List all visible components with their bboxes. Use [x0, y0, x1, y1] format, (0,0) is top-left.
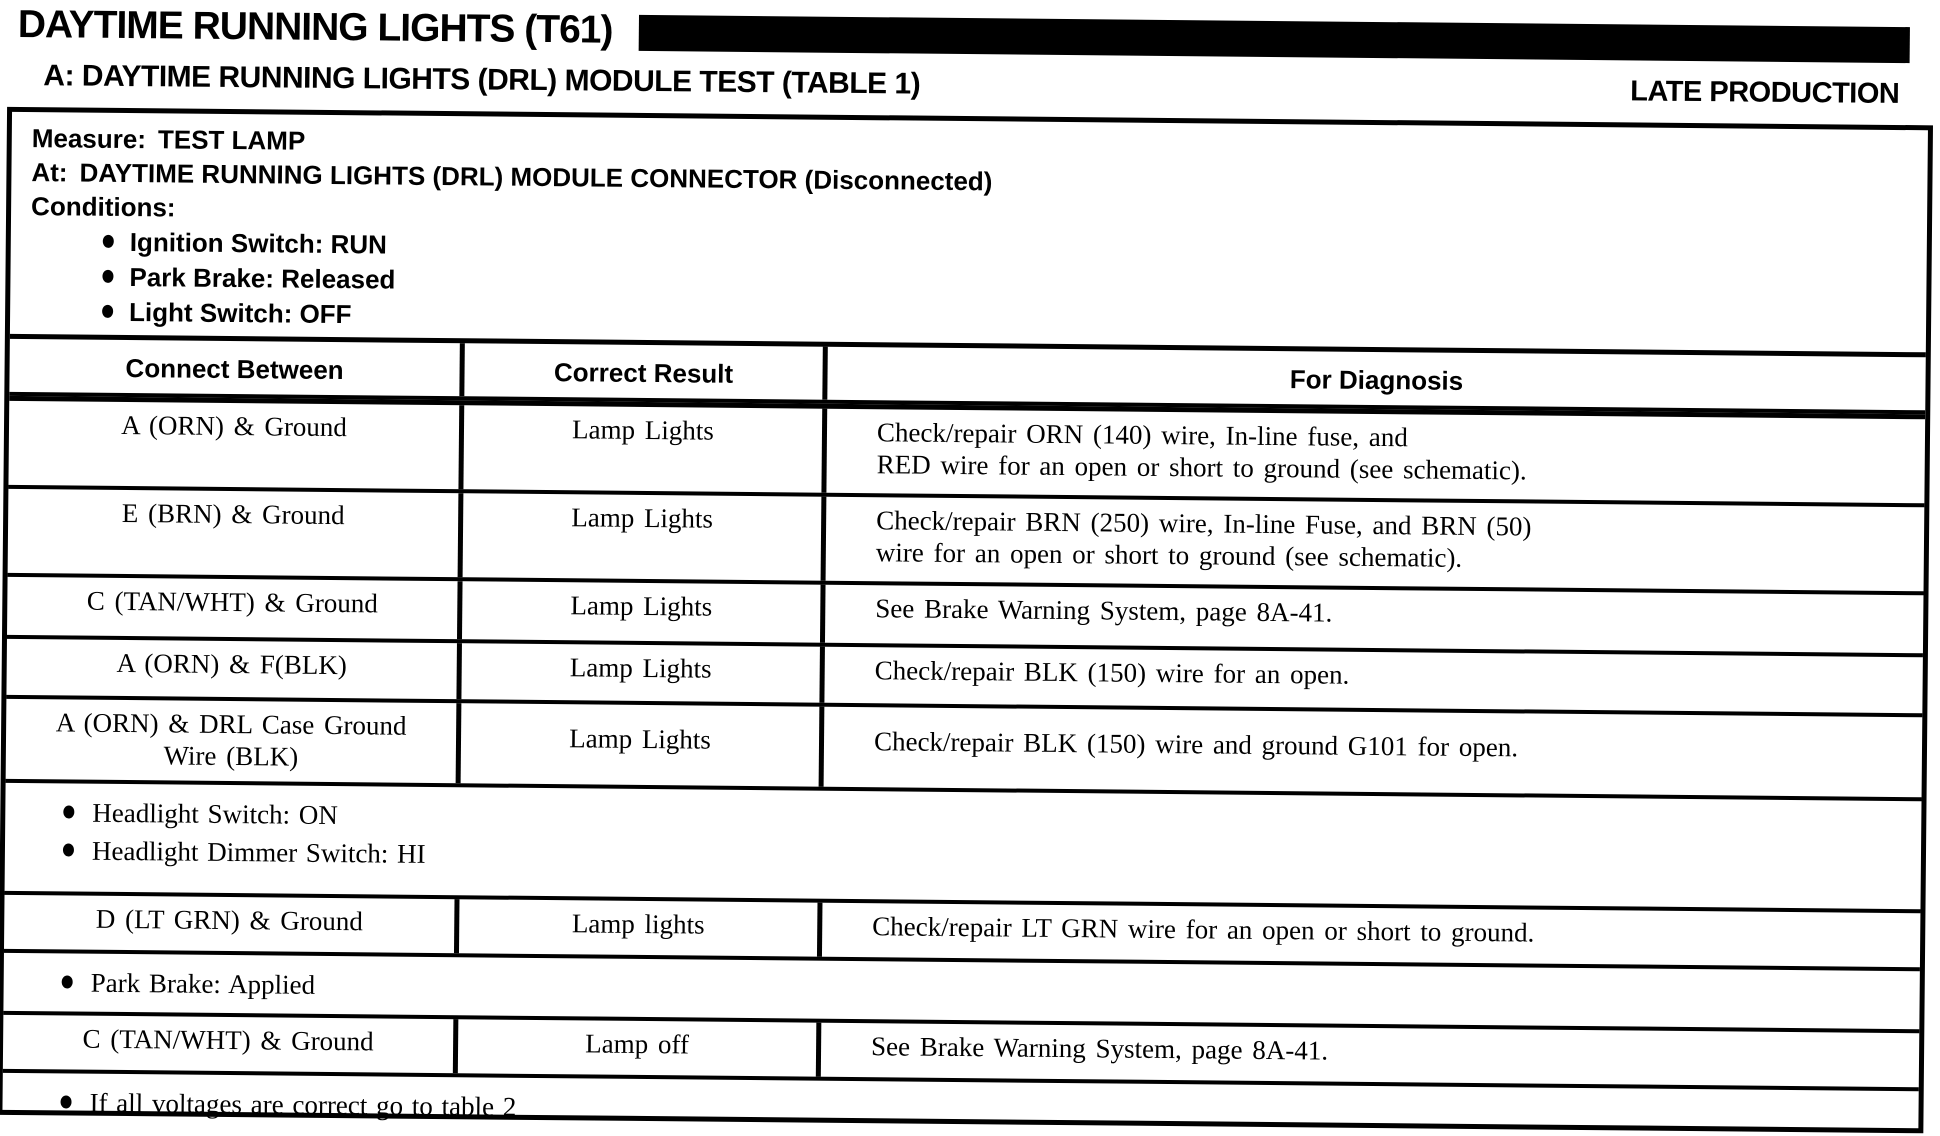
at-value: DAYTIME RUNNING LIGHTS (DRL) MODULE CONN… — [79, 157, 993, 197]
connect-cell: C (TAN/WHT) & Ground — [7, 576, 463, 640]
bullet-icon — [62, 843, 75, 857]
connect-cell: A (ORN) & F(BLK) — [6, 638, 462, 700]
result-cell: Lamp Lights — [461, 643, 825, 703]
diagnosis-cell: Check/repair BLK (150) wire and ground G… — [873, 725, 1519, 763]
connect-cell: D (LT GRN) & Ground — [4, 894, 460, 954]
condition-text: Headlight Dimmer Switch: HI — [91, 835, 426, 869]
condition-text: Park Brake: Released — [129, 261, 396, 295]
condition-text: Headlight Switch: ON — [92, 797, 338, 830]
measure-label: Measure: — [31, 122, 147, 154]
result-cell: Lamp off — [457, 1018, 822, 1077]
conditions-band: Headlight Switch: ON Headlight Dimmer Sw… — [4, 778, 1922, 910]
bullet-icon — [61, 975, 73, 989]
condition-text: Light Switch: OFF — [128, 296, 352, 329]
result-cell: Lamp Lights — [462, 581, 826, 643]
condition-text: Ignition Switch: RUN — [129, 226, 388, 260]
bullet-icon — [102, 305, 114, 319]
result-cell: Lamp lights — [458, 899, 823, 957]
section-title: A: DAYTIME RUNNING LIGHTS (DRL) MODULE T… — [43, 59, 921, 101]
connect-cell: C (TAN/WHT) & Ground — [2, 1014, 459, 1073]
production-label: LATE PRODUCTION — [1630, 75, 1900, 110]
diagnostic-table: Measure: TEST LAMP At: DAYTIME RUNNING LIG… — [0, 106, 1934, 1136]
bullet-icon — [102, 235, 114, 249]
header-connect-between: Connect Between — [9, 338, 465, 397]
at-label: At: — [31, 156, 68, 188]
result-cell: Lamp Lights — [460, 703, 825, 787]
connect-cell: A (ORN) & DRL Case Ground Wire (BLK) — [5, 698, 462, 784]
result-cell: Lamp Lights — [462, 493, 827, 581]
condition-item: Park Brake: Applied — [61, 965, 1920, 1017]
result-cell: Lamp Lights — [463, 405, 828, 493]
test-info-section: Measure: TEST LAMP At: DAYTIME RUNNING LIG… — [10, 112, 1928, 352]
condition-text: If all voltages are correct go to table … — [89, 1087, 517, 1122]
condition-item: If all voltages are correct go to table … — [60, 1085, 1918, 1136]
measure-value: TEST LAMP — [157, 124, 306, 156]
diagnosis-cell: Check/repair BRN (250) wire, In-line Fus… — [875, 504, 1532, 573]
connect-cell: E (BRN) & Ground — [7, 488, 464, 578]
page-title: DAYTIME RUNNING LIGHTS (T61) — [17, 2, 613, 52]
diagnosis-cell: Check/repair ORN (140) wire, In-line fus… — [876, 416, 1527, 486]
condition-text: Park Brake: Applied — [90, 967, 316, 1000]
diagnosis-cell: Check/repair BLK (150) wire for an open. — [874, 654, 1350, 690]
connect-cell: A (ORN) & Ground — [8, 400, 465, 490]
bullet-icon — [60, 1095, 72, 1109]
bullet-icon — [102, 270, 114, 284]
diagnosis-cell: See Brake Warning System, page 8A-41. — [875, 592, 1333, 628]
bullet-icon — [63, 805, 75, 819]
header-correct-result: Correct Result — [464, 343, 828, 400]
